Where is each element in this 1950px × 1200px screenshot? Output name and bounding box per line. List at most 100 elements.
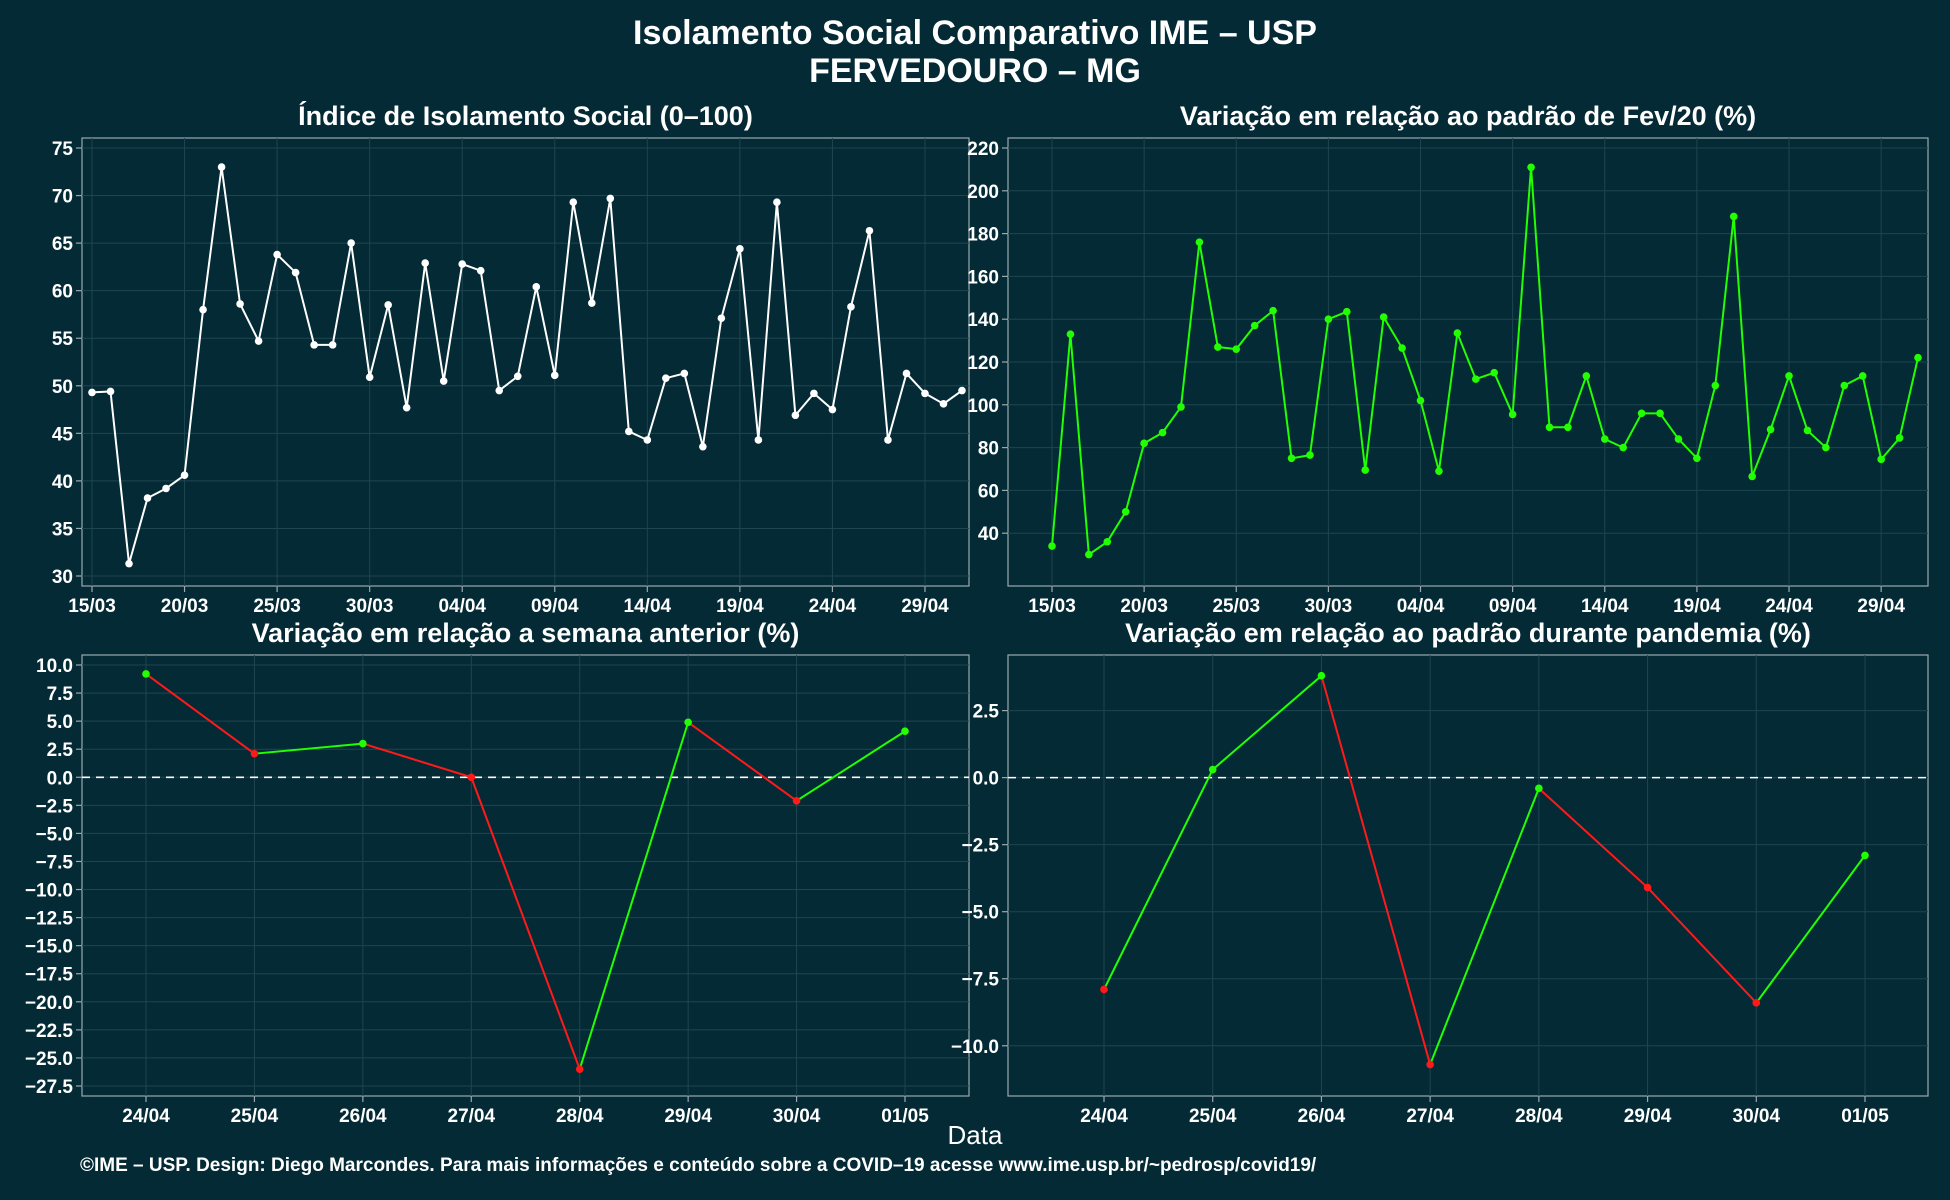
data-point	[684, 718, 692, 727]
y-tick-label: −5.0	[961, 903, 999, 924]
x-tick-label: 24/04	[1080, 1106, 1128, 1127]
data-point	[643, 436, 652, 444]
data-point	[1085, 550, 1093, 559]
y-tick-label: 55	[52, 329, 74, 350]
x-tick-label: 09/04	[1489, 596, 1537, 617]
x-tick-label: 27/04	[448, 1106, 496, 1127]
data-point	[1287, 454, 1296, 463]
data-point	[754, 436, 763, 444]
x-tick-label: 26/04	[1298, 1106, 1346, 1127]
x-tick-label: 26/04	[339, 1106, 387, 1127]
data-point	[1324, 315, 1333, 324]
y-tick-label: 40	[978, 524, 999, 545]
y-tick-label: 35	[52, 519, 74, 540]
x-tick-label: 14/04	[624, 596, 672, 617]
data-point	[1840, 381, 1849, 390]
x-tick-label: 09/04	[531, 596, 579, 617]
y-tick-label: −5.0	[35, 824, 73, 845]
data-point	[865, 226, 874, 235]
data-point	[1158, 428, 1167, 437]
y-tick-label: 45	[52, 424, 74, 445]
data-point	[1208, 765, 1217, 774]
y-tick-label: −12.5	[25, 909, 74, 930]
panel-title-feb: Variação em relação ao padrão de Fev/20 …	[1179, 101, 1757, 131]
data-point	[291, 268, 300, 277]
data-point	[495, 386, 504, 395]
series-segment	[1212, 674, 1323, 771]
data-point	[106, 387, 115, 396]
data-point	[1858, 372, 1867, 380]
data-point	[1343, 307, 1351, 316]
panel-title-index: Índice de Isolamento Social (0–100)	[298, 101, 753, 131]
y-tick-label: 40	[52, 472, 73, 493]
x-tick-label: 25/04	[1189, 1106, 1237, 1127]
x-tick-label: 29/04	[1624, 1106, 1672, 1127]
data-point	[1379, 313, 1388, 321]
data-point	[125, 559, 133, 568]
y-tick-label: 5.0	[47, 712, 73, 733]
x-tick-label: 24/04	[1765, 596, 1813, 617]
y-tick-label: 60	[978, 481, 999, 502]
data-point	[1748, 472, 1756, 481]
panel-title-pandemic: Variação em relação ao padrão durante pa…	[1125, 618, 1811, 648]
data-point	[1527, 163, 1535, 172]
x-tick-label: 30/04	[773, 1106, 821, 1127]
data-point	[587, 299, 596, 307]
x-tick-label: 29/04	[1857, 596, 1905, 617]
plot-frame	[81, 654, 970, 1097]
y-tick-label: 2.5	[973, 702, 1000, 723]
data-point	[1877, 455, 1885, 464]
data-point	[310, 341, 318, 349]
y-tick-label: 0.0	[973, 769, 999, 790]
x-tick-label: 19/04	[1673, 596, 1721, 617]
data-point	[736, 245, 744, 253]
x-tick-label: 04/04	[1397, 596, 1445, 617]
data-point	[810, 389, 818, 398]
data-point	[902, 369, 911, 378]
panel-title-week: Variação em relação a semana anterior (%…	[251, 618, 800, 648]
x-tick-label: 25/03	[253, 596, 301, 617]
x-tick-label: 30/03	[1305, 596, 1353, 617]
series-segment	[796, 730, 906, 802]
data-point	[1317, 671, 1326, 680]
data-point	[606, 194, 615, 203]
series-segment	[1103, 769, 1214, 990]
chart-subtitle: FERVEDOURO – MG	[809, 52, 1141, 90]
data-point	[1785, 372, 1793, 380]
data-point	[1214, 343, 1222, 351]
data-point	[1582, 372, 1591, 380]
data-point	[847, 303, 855, 311]
data-point	[1250, 321, 1259, 330]
x-tick-label: 30/03	[346, 596, 394, 617]
data-point	[1600, 435, 1609, 443]
series-segment	[470, 776, 581, 1070]
data-point	[1361, 466, 1370, 474]
data-point	[1711, 381, 1720, 390]
data-point	[273, 250, 281, 259]
data-point	[142, 670, 150, 678]
x-tick-label: 04/04	[438, 596, 486, 617]
series-segment	[578, 721, 690, 1070]
data-point	[1306, 451, 1314, 459]
data-point	[1177, 403, 1185, 411]
data-point	[939, 400, 948, 408]
y-tick-label: 60	[52, 282, 73, 303]
data-point	[1471, 375, 1480, 383]
data-point	[467, 773, 476, 782]
data-point	[1490, 368, 1499, 377]
y-tick-label: −2.5	[35, 796, 73, 817]
data-point	[421, 259, 429, 267]
y-tick-label: −15.0	[25, 937, 73, 958]
data-point	[1766, 425, 1775, 434]
data-point	[1637, 409, 1646, 418]
data-point	[532, 283, 541, 291]
data-point	[662, 374, 670, 382]
data-point	[1693, 454, 1701, 463]
data-point	[328, 341, 337, 349]
data-point	[1729, 212, 1738, 221]
x-tick-label: 15/03	[1028, 596, 1076, 617]
y-tick-label: −10.0	[25, 881, 73, 902]
y-tick-label: 50	[52, 377, 73, 398]
data-point	[1895, 434, 1904, 442]
